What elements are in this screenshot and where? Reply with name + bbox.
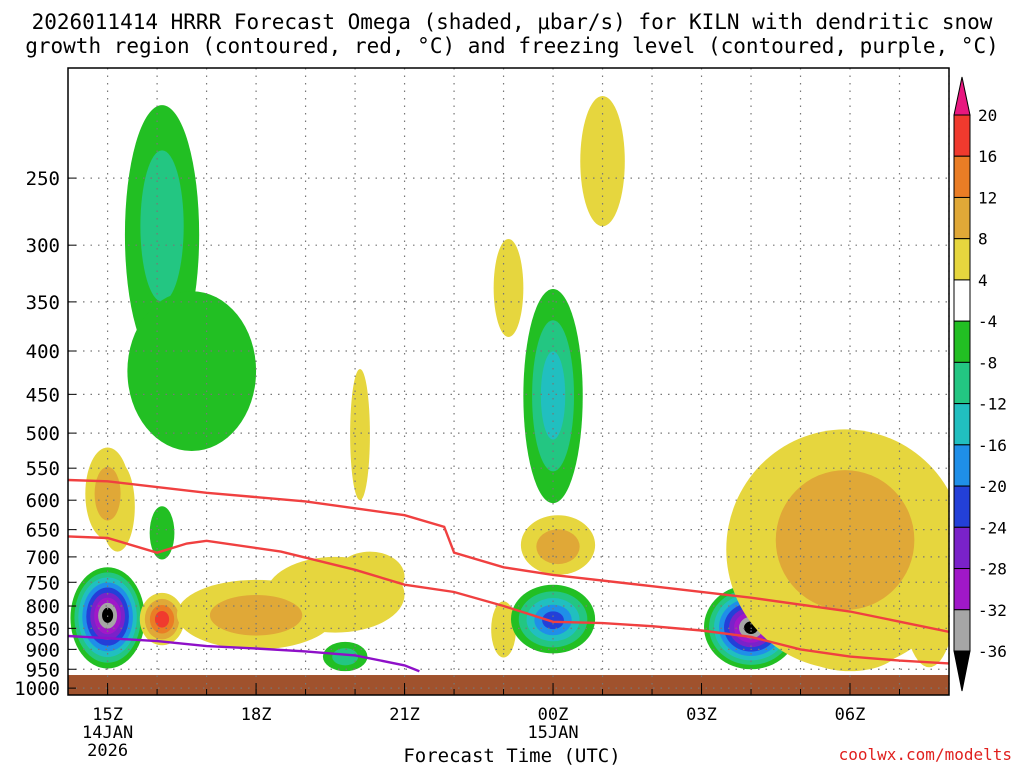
ground-layer (68, 675, 949, 695)
colorbar-label-9: -20 (978, 477, 1007, 496)
x-tick-label-4: 03Z (686, 705, 717, 725)
x-tick-date-0: 14JAN (82, 723, 133, 743)
y-tick-label-500: 500 (26, 423, 60, 445)
y-axis: 2503003504004505005506006507007508008509… (14, 168, 76, 700)
y-tick-label-550: 550 (26, 458, 60, 480)
omega-contour-band (536, 529, 580, 565)
y-tick-label-350: 350 (26, 292, 60, 314)
y-tick-label-400: 400 (26, 341, 60, 363)
omega-contour-band (209, 595, 303, 636)
colorbar-label-10: -24 (978, 518, 1007, 537)
chart-title-line-2: growth region (contoured, red, °C) and f… (25, 34, 999, 58)
x-tick-label-1: 18Z (241, 705, 272, 725)
dgz-top-line (68, 478, 949, 633)
colorbar-label-12: -32 (978, 601, 1007, 620)
ground-fill (68, 675, 949, 695)
x-axis-title: Forecast Time (UTC) (403, 745, 621, 767)
colorbar-top-arrow (953, 76, 971, 116)
x-tick-label-0: 15Z (92, 705, 123, 725)
colorbar-box-7 (953, 403, 971, 446)
y-tick-label-600: 600 (26, 490, 60, 512)
colorbar-label-4: 4 (978, 271, 988, 290)
omega-contour-band (94, 466, 121, 521)
omega-weak-blob-5 (580, 96, 625, 227)
colorbar-label-11: -28 (978, 560, 1007, 579)
colorbar-box-2 (953, 196, 971, 240)
dgz-bottom-line (68, 535, 949, 665)
omega-shading (70, 96, 949, 672)
omega-contour-band (540, 351, 566, 440)
omega-contour-band (102, 607, 114, 623)
freezing-level-line (68, 634, 420, 673)
omega-weak-blob-2 (335, 551, 405, 602)
x-tick-date-3: 15JAN (527, 723, 578, 743)
x-tick-label-5: 06Z (835, 705, 866, 725)
y-tick-label-650: 650 (26, 520, 60, 542)
colorbar-label-5: -4 (978, 312, 997, 331)
plot-frame (67, 67, 950, 696)
contour-lines (68, 478, 949, 673)
colorbar-box-8 (953, 444, 971, 487)
y-tick-label-900: 900 (26, 639, 60, 661)
omega-weak-blob-3 (350, 368, 370, 501)
colorbar-label-3: 8 (978, 230, 988, 249)
omega-contour-band (775, 470, 915, 611)
omega-contour-band (542, 611, 564, 630)
y-tick-label-300: 300 (26, 235, 60, 257)
y-tick-label-1000: 1000 (14, 678, 60, 700)
colorbar-box-6 (953, 361, 971, 405)
colorbar-label-0: 20 (978, 106, 997, 125)
x-tick-label-2: 21Z (389, 705, 420, 725)
y-tick-label-450: 450 (26, 384, 60, 406)
colorbar-box-9 (953, 485, 971, 528)
omega-weak-blob-6 (491, 601, 516, 658)
omega-weak-blob-7 (149, 506, 175, 560)
colorbar-box-5 (953, 320, 971, 363)
colorbar-box-1 (953, 155, 971, 198)
omega-contour-band (154, 610, 170, 628)
omega-contour-band (332, 648, 359, 666)
x-tick-label-3: 00Z (538, 705, 569, 725)
y-tick-label-700: 700 (26, 547, 60, 569)
y-tick-label-800: 800 (26, 596, 60, 618)
colorbar-bottom-arrow (953, 650, 971, 692)
chart-title-line-1: 2026011414 HRRR Forecast Omega (shaded, … (31, 10, 993, 34)
colorbar-label-6: -8 (978, 353, 997, 372)
y-tick-label-950: 950 (26, 659, 60, 681)
y-tick-label-750: 750 (26, 572, 60, 594)
colorbar-label-2: 12 (978, 188, 997, 207)
colorbar-box-4 (953, 279, 971, 322)
colorbar: 20 16 12 8 4 -4 -8 -12 -16 -20 -24 -28 -32 -36 (953, 76, 1007, 692)
colorbar-box-11 (953, 568, 971, 611)
omega-weak-blob-4 (493, 238, 524, 337)
x-tick-year-0: 2026 (87, 741, 128, 761)
y-tick-label-850: 850 (26, 618, 60, 640)
colorbar-box-10 (953, 526, 971, 570)
omega-contour-band (127, 291, 257, 452)
colorbar-label-7: -12 (978, 395, 1007, 414)
colorbar-label-1: 16 (978, 147, 997, 166)
colorbar-box-12 (953, 609, 971, 652)
colorbar-label-13: -36 (978, 642, 1007, 661)
y-tick-label-250: 250 (26, 168, 60, 190)
colorbar-box-0 (953, 114, 971, 157)
omega-contour-band (140, 150, 184, 302)
colorbar-box-3 (953, 238, 971, 281)
colorbar-label-8: -16 (978, 436, 1007, 455)
credit-link[interactable]: coolwx.com/modelts (838, 745, 1012, 764)
